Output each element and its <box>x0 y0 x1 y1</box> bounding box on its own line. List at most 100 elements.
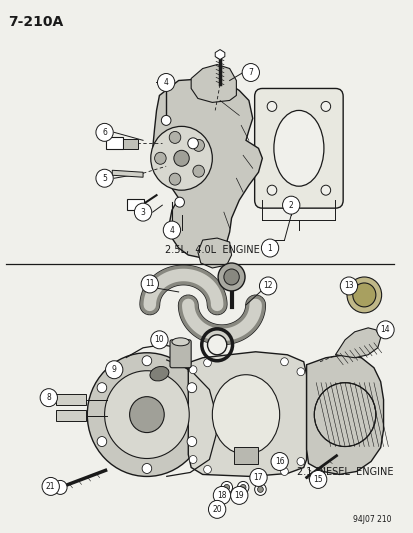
Ellipse shape <box>150 367 169 381</box>
Circle shape <box>96 123 113 141</box>
Text: 4: 4 <box>169 225 174 235</box>
FancyBboxPatch shape <box>126 199 144 210</box>
Circle shape <box>189 366 197 374</box>
Circle shape <box>203 359 211 367</box>
Circle shape <box>169 173 180 185</box>
Circle shape <box>105 361 123 379</box>
Circle shape <box>240 484 245 490</box>
FancyBboxPatch shape <box>55 410 86 421</box>
Text: 4: 4 <box>163 78 168 87</box>
Circle shape <box>203 465 211 473</box>
Circle shape <box>230 487 247 504</box>
Circle shape <box>213 487 230 504</box>
Circle shape <box>174 197 184 207</box>
Text: 9: 9 <box>112 365 116 374</box>
Text: 15: 15 <box>313 475 322 484</box>
Circle shape <box>189 456 197 464</box>
Text: 13: 13 <box>343 281 353 290</box>
FancyBboxPatch shape <box>123 139 138 149</box>
Circle shape <box>254 483 266 495</box>
Polygon shape <box>197 238 231 268</box>
Circle shape <box>187 437 196 447</box>
Circle shape <box>129 397 164 433</box>
Circle shape <box>192 140 204 151</box>
Circle shape <box>266 185 276 195</box>
Circle shape <box>142 356 151 366</box>
Circle shape <box>104 371 189 458</box>
FancyBboxPatch shape <box>254 88 342 208</box>
Text: 7-210A: 7-210A <box>8 15 64 29</box>
Circle shape <box>188 138 198 149</box>
Text: 6: 6 <box>102 128 107 137</box>
Polygon shape <box>152 78 262 258</box>
Text: 8: 8 <box>46 393 51 402</box>
Polygon shape <box>215 50 224 60</box>
Ellipse shape <box>212 375 279 455</box>
Circle shape <box>261 239 278 257</box>
Ellipse shape <box>171 338 189 346</box>
Text: 1: 1 <box>267 244 272 253</box>
Circle shape <box>376 321 393 339</box>
Text: 11: 11 <box>145 279 154 288</box>
Circle shape <box>157 74 174 92</box>
Circle shape <box>296 368 304 376</box>
Circle shape <box>154 152 166 164</box>
Circle shape <box>259 277 276 295</box>
Text: 19: 19 <box>234 491 244 500</box>
Text: 2: 2 <box>288 200 293 209</box>
Circle shape <box>96 169 113 187</box>
Circle shape <box>207 335 226 355</box>
Text: 94J07 210: 94J07 210 <box>352 515 390 524</box>
Circle shape <box>320 185 330 195</box>
Circle shape <box>296 457 304 465</box>
Circle shape <box>53 480 67 495</box>
Circle shape <box>150 126 212 190</box>
Circle shape <box>97 437 107 447</box>
Polygon shape <box>306 355 382 474</box>
Text: 16: 16 <box>274 457 284 466</box>
Circle shape <box>87 353 206 477</box>
Polygon shape <box>188 352 306 477</box>
Polygon shape <box>112 170 143 177</box>
Circle shape <box>142 464 151 473</box>
Text: 17: 17 <box>253 473 263 482</box>
Circle shape <box>97 383 107 393</box>
Polygon shape <box>191 64 236 102</box>
Text: 12: 12 <box>263 281 272 290</box>
Circle shape <box>42 478 59 495</box>
Circle shape <box>187 383 196 393</box>
Polygon shape <box>335 328 380 358</box>
Circle shape <box>309 471 326 488</box>
Circle shape <box>221 481 232 494</box>
FancyBboxPatch shape <box>55 394 86 405</box>
Circle shape <box>161 116 171 125</box>
Circle shape <box>352 283 375 307</box>
Text: 2.1 DIESEL  ENGINE: 2.1 DIESEL ENGINE <box>296 467 392 478</box>
Circle shape <box>339 277 357 295</box>
Circle shape <box>266 101 276 111</box>
Text: 21: 21 <box>46 482 55 491</box>
Circle shape <box>40 389 57 407</box>
Circle shape <box>169 132 180 143</box>
Circle shape <box>134 203 151 221</box>
Text: 5: 5 <box>102 174 107 183</box>
Text: 18: 18 <box>217 491 226 500</box>
Text: 2.5L,  4.0L  ENGINE: 2.5L, 4.0L ENGINE <box>164 245 259 255</box>
Text: 20: 20 <box>212 505 221 514</box>
Circle shape <box>313 383 375 447</box>
Circle shape <box>192 165 204 177</box>
FancyBboxPatch shape <box>234 447 257 464</box>
Text: 7: 7 <box>248 68 253 77</box>
Circle shape <box>249 469 266 487</box>
Circle shape <box>271 453 287 471</box>
FancyBboxPatch shape <box>170 340 191 368</box>
Circle shape <box>280 358 287 366</box>
Circle shape <box>242 63 259 82</box>
Circle shape <box>346 277 381 313</box>
Circle shape <box>237 481 248 494</box>
Circle shape <box>280 467 287 475</box>
Circle shape <box>282 196 299 214</box>
Circle shape <box>208 500 225 518</box>
Circle shape <box>320 101 330 111</box>
Circle shape <box>141 275 158 293</box>
